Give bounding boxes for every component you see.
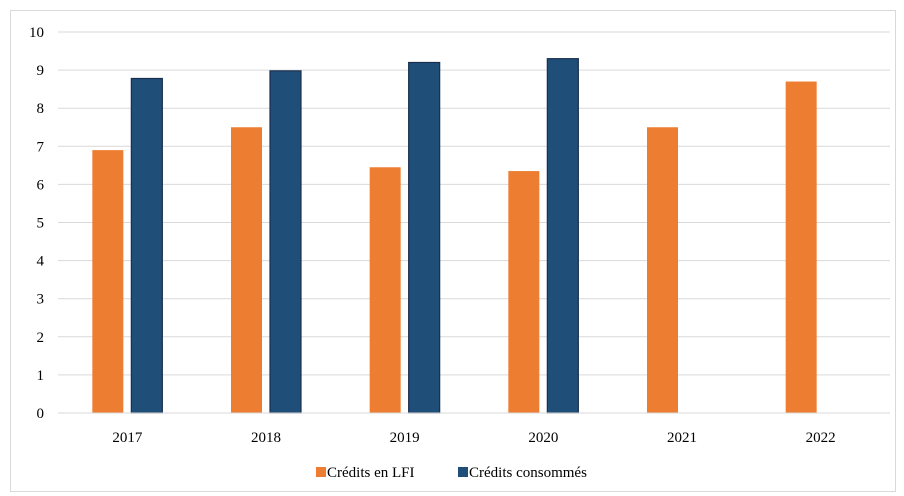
bar-credits-lfi-2019 [369, 167, 401, 413]
y-tick-label: 0 [37, 406, 45, 422]
y-tick-label: 6 [37, 177, 45, 193]
x-category-label: 2022 [806, 430, 836, 446]
y-axis-tick-labels: 0 1 2 3 4 5 6 7 8 9 10 [29, 25, 45, 422]
legend-swatch-credits-consommes [458, 467, 468, 477]
legend-label-credits-lfi: Crédits en LFI [327, 465, 415, 481]
y-tick-label: 8 [37, 101, 45, 117]
y-tick-label: 1 [37, 368, 45, 384]
bar-credits-lfi-2018 [231, 127, 262, 413]
bar-credits-consommes-2017 [130, 77, 163, 414]
x-category-label: 2019 [390, 430, 420, 446]
bar-credits-consommes-2019 [408, 61, 441, 414]
y-tick-label: 4 [37, 254, 45, 270]
x-category-label: 2020 [528, 430, 558, 446]
gridlines [58, 31, 890, 376]
x-axis-category-labels: 2017 2018 2019 2020 2021 2022 [112, 430, 835, 446]
bar-credits-lfi-2020 [508, 171, 540, 413]
legend-label-credits-consommes: Crédits consommés [469, 465, 587, 481]
bar-credits-consommes-2020 [546, 58, 579, 414]
legend-swatch-credits-lfi [316, 467, 326, 477]
y-tick-label: 7 [37, 139, 45, 155]
bar-credits-lfi-2021 [647, 127, 678, 413]
x-category-label: 2018 [251, 430, 281, 446]
bar-credits-lfi-2022 [785, 81, 817, 413]
y-tick-label: 9 [37, 63, 45, 79]
y-tick-label: 3 [37, 292, 45, 308]
x-category-label: 2021 [667, 430, 697, 446]
x-category-label: 2017 [112, 430, 143, 446]
bar-credits-lfi-2017 [92, 150, 124, 414]
y-tick-label: 10 [29, 25, 44, 41]
legend: Crédits en LFI Crédits consommés [316, 465, 587, 481]
bar-credits-consommes-2018 [269, 70, 302, 414]
y-tick-label: 2 [37, 330, 45, 346]
bars [92, 58, 817, 414]
y-tick-label: 5 [37, 216, 45, 232]
